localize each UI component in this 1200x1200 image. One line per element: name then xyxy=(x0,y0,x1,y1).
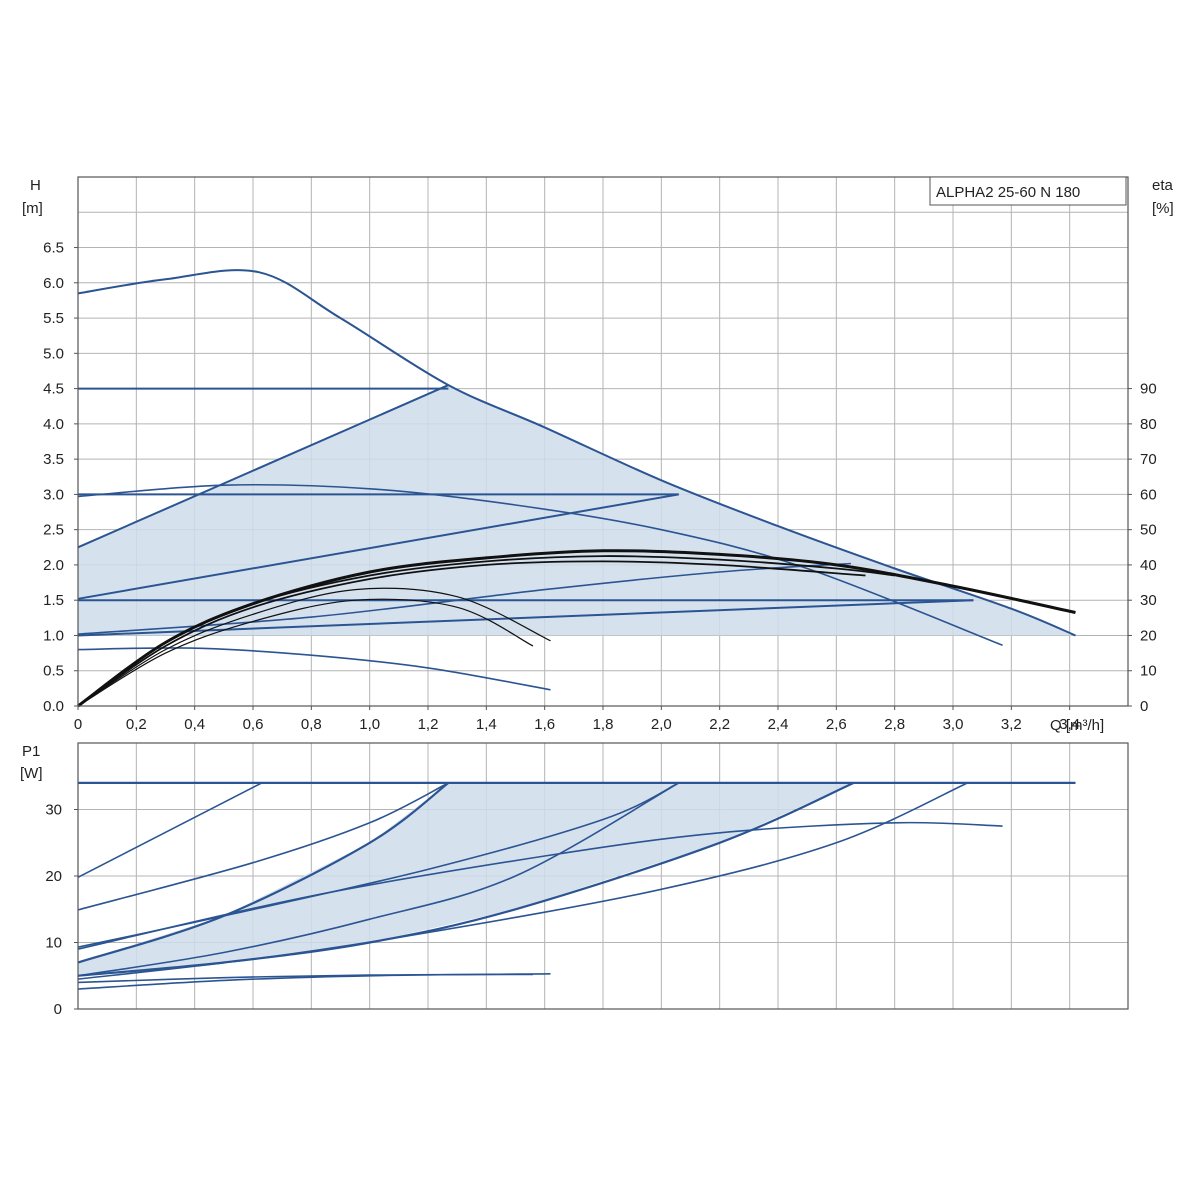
flow-tick-label: 0 xyxy=(74,716,82,733)
flow-tick-label: 3,0 xyxy=(943,716,964,733)
power-tick-label: 30 xyxy=(45,802,62,819)
head-tick-label: 3.0 xyxy=(43,486,64,503)
flow-tick-label: 0,2 xyxy=(126,716,147,733)
eta-tick-labels: 0 10 20 30 40 50 60 70 80 90 xyxy=(1128,381,1157,715)
head-tick-label: 5.5 xyxy=(43,310,64,327)
head-curve xyxy=(77,384,449,549)
head-axis-unit: [m] xyxy=(22,200,43,217)
power-operating-area xyxy=(78,782,854,976)
flow-tick-label: 1,8 xyxy=(593,716,614,733)
flow-tick-label: 2,8 xyxy=(884,716,905,733)
power-curve xyxy=(77,821,1003,950)
eta-axis-label: eta xyxy=(1152,177,1174,194)
head-tick-label: 2.0 xyxy=(43,557,64,574)
eta-tick-label: 0 xyxy=(1140,698,1148,715)
power-tick-label: 0 xyxy=(54,1001,62,1018)
eta-tick-label: 20 xyxy=(1140,627,1157,644)
flow-tick-label: 0,6 xyxy=(243,716,264,733)
power-curve xyxy=(77,782,680,977)
eta-tick-label: 50 xyxy=(1140,522,1157,539)
eta-axis-unit: [%] xyxy=(1152,200,1174,217)
flow-tick-label: 1,0 xyxy=(359,716,380,733)
head-curve xyxy=(77,562,851,635)
flow-tick-label: 0,8 xyxy=(301,716,322,733)
head-tick-label: 4.5 xyxy=(43,381,64,398)
head-tick-label: 1.5 xyxy=(43,592,64,609)
flow-tick-label: 2,2 xyxy=(709,716,730,733)
head-curves xyxy=(77,269,1076,691)
power-axis-unit: [W] xyxy=(20,765,43,782)
head-tick-label: 3.5 xyxy=(43,451,64,468)
flow-tick-label: 2,6 xyxy=(826,716,847,733)
efficiency-curve xyxy=(77,587,551,707)
head-tick-label: 2.5 xyxy=(43,522,64,539)
efficiency-curve xyxy=(77,555,895,707)
power-tick-label: 10 xyxy=(45,935,62,952)
flow-tick-label: 2,0 xyxy=(651,716,672,733)
power-curves xyxy=(77,781,1076,990)
power-curve xyxy=(77,973,534,984)
efficiency-curve xyxy=(77,560,866,707)
head-tick-label: 0.5 xyxy=(43,663,64,680)
flow-tick-label: 1,6 xyxy=(534,716,555,733)
legend-box xyxy=(929,176,1127,206)
legend-pump-model: ALPHA2 25-60 N 180 xyxy=(936,184,1080,201)
flow-tick-label: 1,4 xyxy=(476,716,497,733)
power-axis-label: P1 xyxy=(22,743,40,760)
eta-tick-label: 30 xyxy=(1140,592,1157,609)
flow-tick-label: 0,4 xyxy=(184,716,205,733)
power-operating-area-polygon xyxy=(78,782,854,976)
flow-tick-label: 1,2 xyxy=(418,716,439,733)
flow-tick-label: 3,2 xyxy=(1001,716,1022,733)
eta-tick-label: 10 xyxy=(1140,663,1157,680)
flow-axis-label: Q [m³/h] xyxy=(1050,717,1104,734)
eta-tick-label: 60 xyxy=(1140,486,1157,503)
eta-tick-label: 40 xyxy=(1140,557,1157,574)
head-tick-label: 4.0 xyxy=(43,416,64,433)
efficiency-curves xyxy=(77,549,1076,708)
head-tick-label: 1.0 xyxy=(43,627,64,644)
head-tick-label: 0.0 xyxy=(43,698,64,715)
eta-tick-label: 80 xyxy=(1140,416,1157,433)
power-curve xyxy=(77,782,449,911)
power-y-tick-labels: 0 10 20 30 xyxy=(45,802,78,1018)
eta-tick-label: 90 xyxy=(1140,381,1157,398)
efficiency-curve xyxy=(77,598,534,707)
power-curve xyxy=(77,782,450,964)
head-tick-label: 5.0 xyxy=(43,345,64,362)
head-curve xyxy=(77,493,679,600)
head-tick-label: 6.0 xyxy=(43,275,64,292)
power-curve xyxy=(77,782,263,879)
flow-tick-label: 2,4 xyxy=(768,716,789,733)
flow-tick-label: 3,4 xyxy=(1059,716,1080,733)
power-curve xyxy=(77,782,968,980)
head-panel: 0.0 0.5 1.0 1.5 2.0 2.5 3.0 3.5 4.0 4.5 5.0 5.5 6.0 6… xyxy=(22,176,1174,734)
eta-tick-label: 70 xyxy=(1140,451,1157,468)
power-tick-label: 20 xyxy=(45,868,62,885)
head-y-tick-labels: 0.0 0.5 1.0 1.5 2.0 2.5 3.0 3.5 4.0 4.5 5.0 5.5 6.0 6… xyxy=(43,240,78,715)
power-panel: 0 10 20 30 P1 [W] xyxy=(20,742,1129,1018)
head-curve xyxy=(77,269,1076,637)
head-axis-label: H xyxy=(30,177,41,194)
flow-x-tick-labels: 0 0,2 0,4 0,6 0,8 1,0 1,2 1,4 1,6 1,8 2,0 2,2 2,4 2,6… xyxy=(74,706,1080,733)
head-tick-label: 6.5 xyxy=(43,240,64,257)
